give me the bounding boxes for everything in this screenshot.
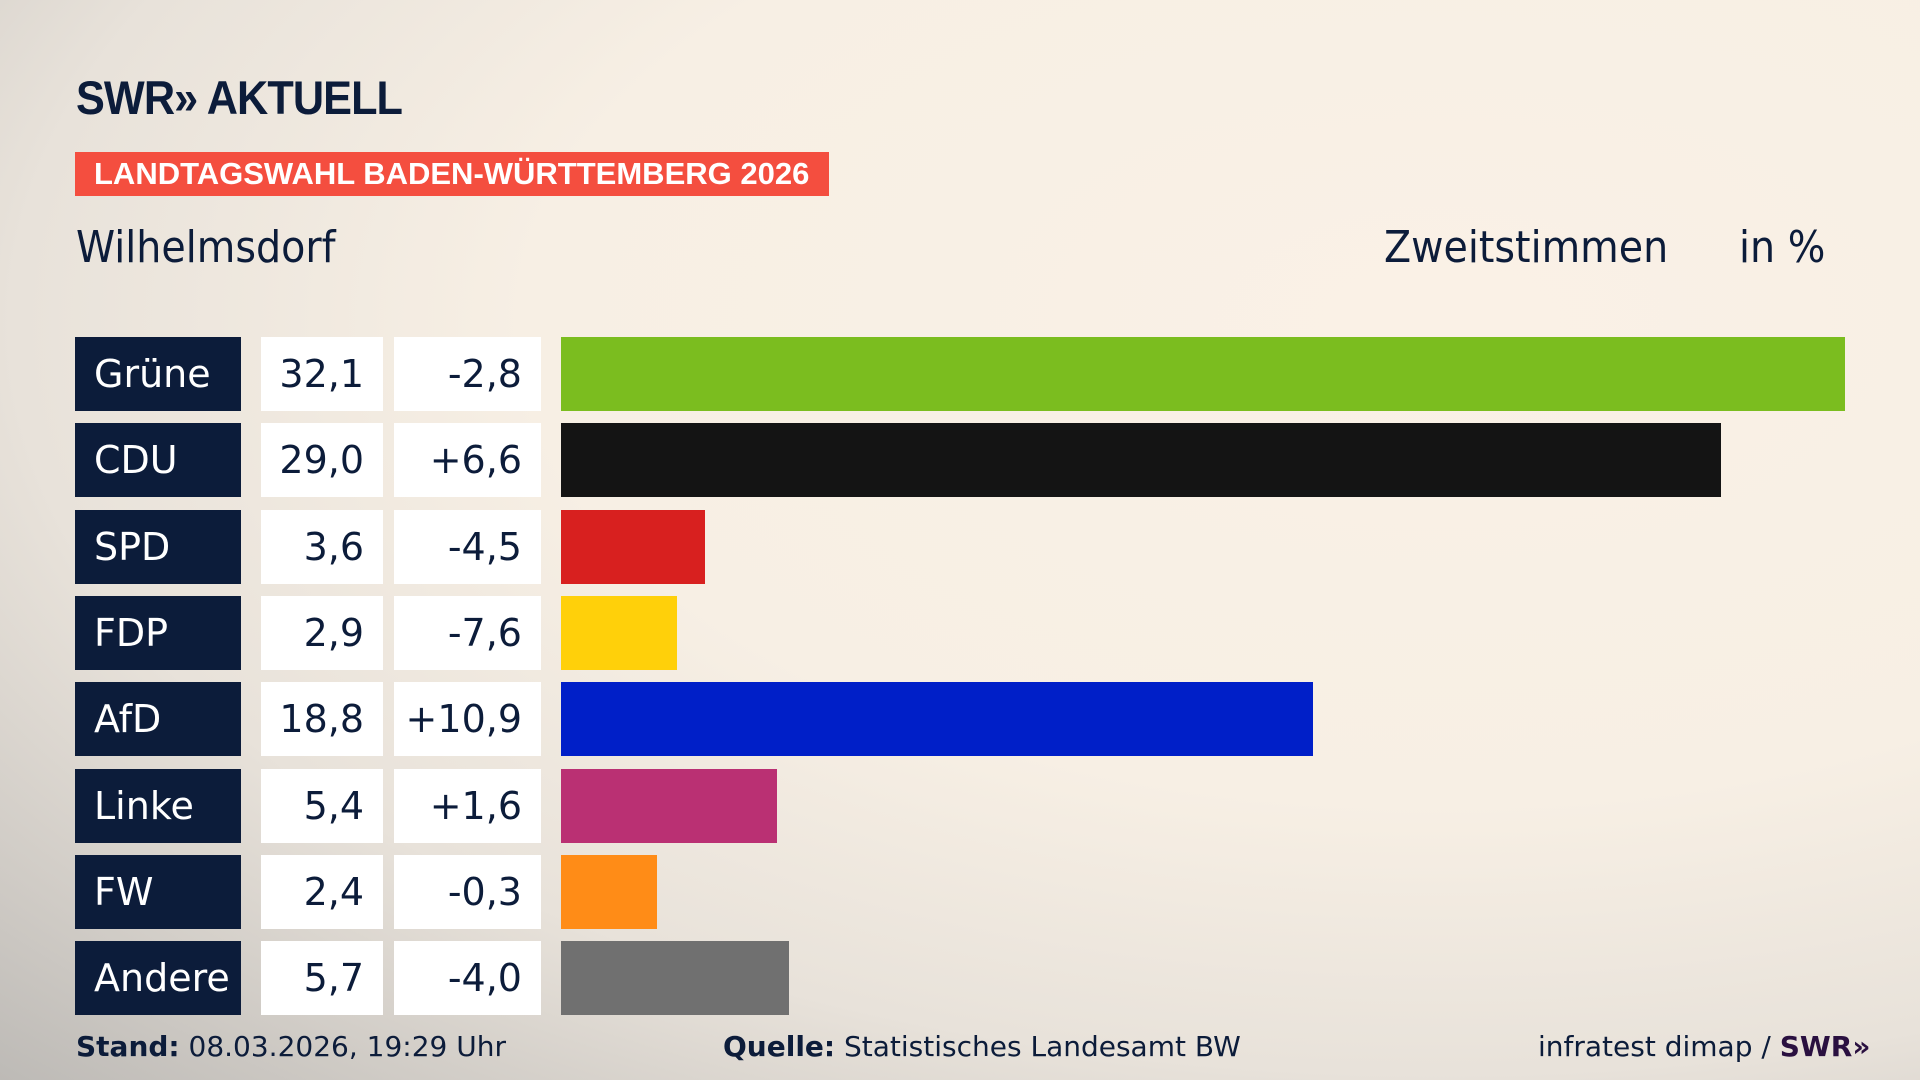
stand: Stand: 08.03.2026, 19:29 Uhr: [76, 1030, 506, 1063]
party-name: CDU: [75, 423, 241, 498]
party-change: -4,0: [394, 941, 541, 1016]
party-bar: [561, 423, 1721, 498]
election-banner: LANDTAGSWAHL BADEN-WÜRTTEMBERG 2026: [75, 152, 829, 196]
credit: infratest dimap / SWR»: [1538, 1030, 1870, 1063]
source: Quelle: Statistisches Landesamt BW: [723, 1030, 1241, 1063]
unit-label: in %: [1739, 222, 1826, 273]
party-bar: [561, 337, 1845, 411]
party-value: 5,7: [261, 941, 383, 1016]
chart-row: Andere 5,7 -4,0: [0, 941, 1920, 1016]
swr-aktuell-logo: SWR» AKTUELL: [76, 71, 403, 124]
party-name: FDP: [75, 595, 241, 670]
party-name: Grüne: [75, 337, 241, 411]
party-change: +6,6: [394, 423, 541, 498]
place-title: Wilhelmsdorf: [76, 222, 336, 273]
party-value: 3,6: [261, 509, 383, 584]
party-change: +10,9: [394, 682, 541, 757]
chart-row: AfD 18,8 +10,9: [0, 682, 1920, 757]
party-name: Linke: [75, 768, 241, 843]
swr-logo: SWR»: [1779, 1030, 1871, 1063]
vote-type: Zweitstimmen: [1384, 222, 1669, 273]
party-bar: [561, 682, 1313, 757]
party-bar: [561, 941, 789, 1016]
chart-row: FW 2,4 -0,3: [0, 854, 1920, 929]
party-change: -4,5: [394, 509, 541, 584]
party-value: 32,1: [261, 337, 383, 411]
party-change: -7,6: [394, 595, 541, 670]
stand-value: 08.03.2026, 19:29 Uhr: [179, 1030, 506, 1063]
stand-label: Stand:: [76, 1030, 180, 1063]
chart-row: Grüne 32,1 -2,8: [0, 337, 1920, 411]
party-name: Andere: [75, 941, 241, 1016]
chart-row: SPD 3,6 -4,5: [0, 509, 1920, 584]
party-value: 29,0: [261, 423, 383, 498]
chart-row: Linke 5,4 +1,6: [0, 768, 1920, 843]
party-change: -0,3: [394, 854, 541, 929]
party-name: FW: [75, 854, 241, 929]
source-value: Statistisches Landesamt BW: [835, 1030, 1241, 1063]
chart-row: CDU 29,0 +6,6: [0, 423, 1920, 498]
party-bar: [561, 595, 677, 670]
party-change: +1,6: [394, 768, 541, 843]
party-bar: [561, 509, 705, 584]
credit-text: infratest dimap /: [1538, 1030, 1780, 1063]
party-value: 2,9: [261, 595, 383, 670]
party-bar: [561, 768, 777, 843]
party-name: AfD: [75, 682, 241, 757]
chart-row: FDP 2,9 -7,6: [0, 595, 1920, 670]
party-change: -2,8: [394, 337, 541, 411]
party-value: 5,4: [261, 768, 383, 843]
party-bar: [561, 854, 657, 929]
party-value: 2,4: [261, 854, 383, 929]
party-value: 18,8: [261, 682, 383, 757]
source-label: Quelle:: [723, 1030, 836, 1063]
party-name: SPD: [75, 509, 241, 584]
